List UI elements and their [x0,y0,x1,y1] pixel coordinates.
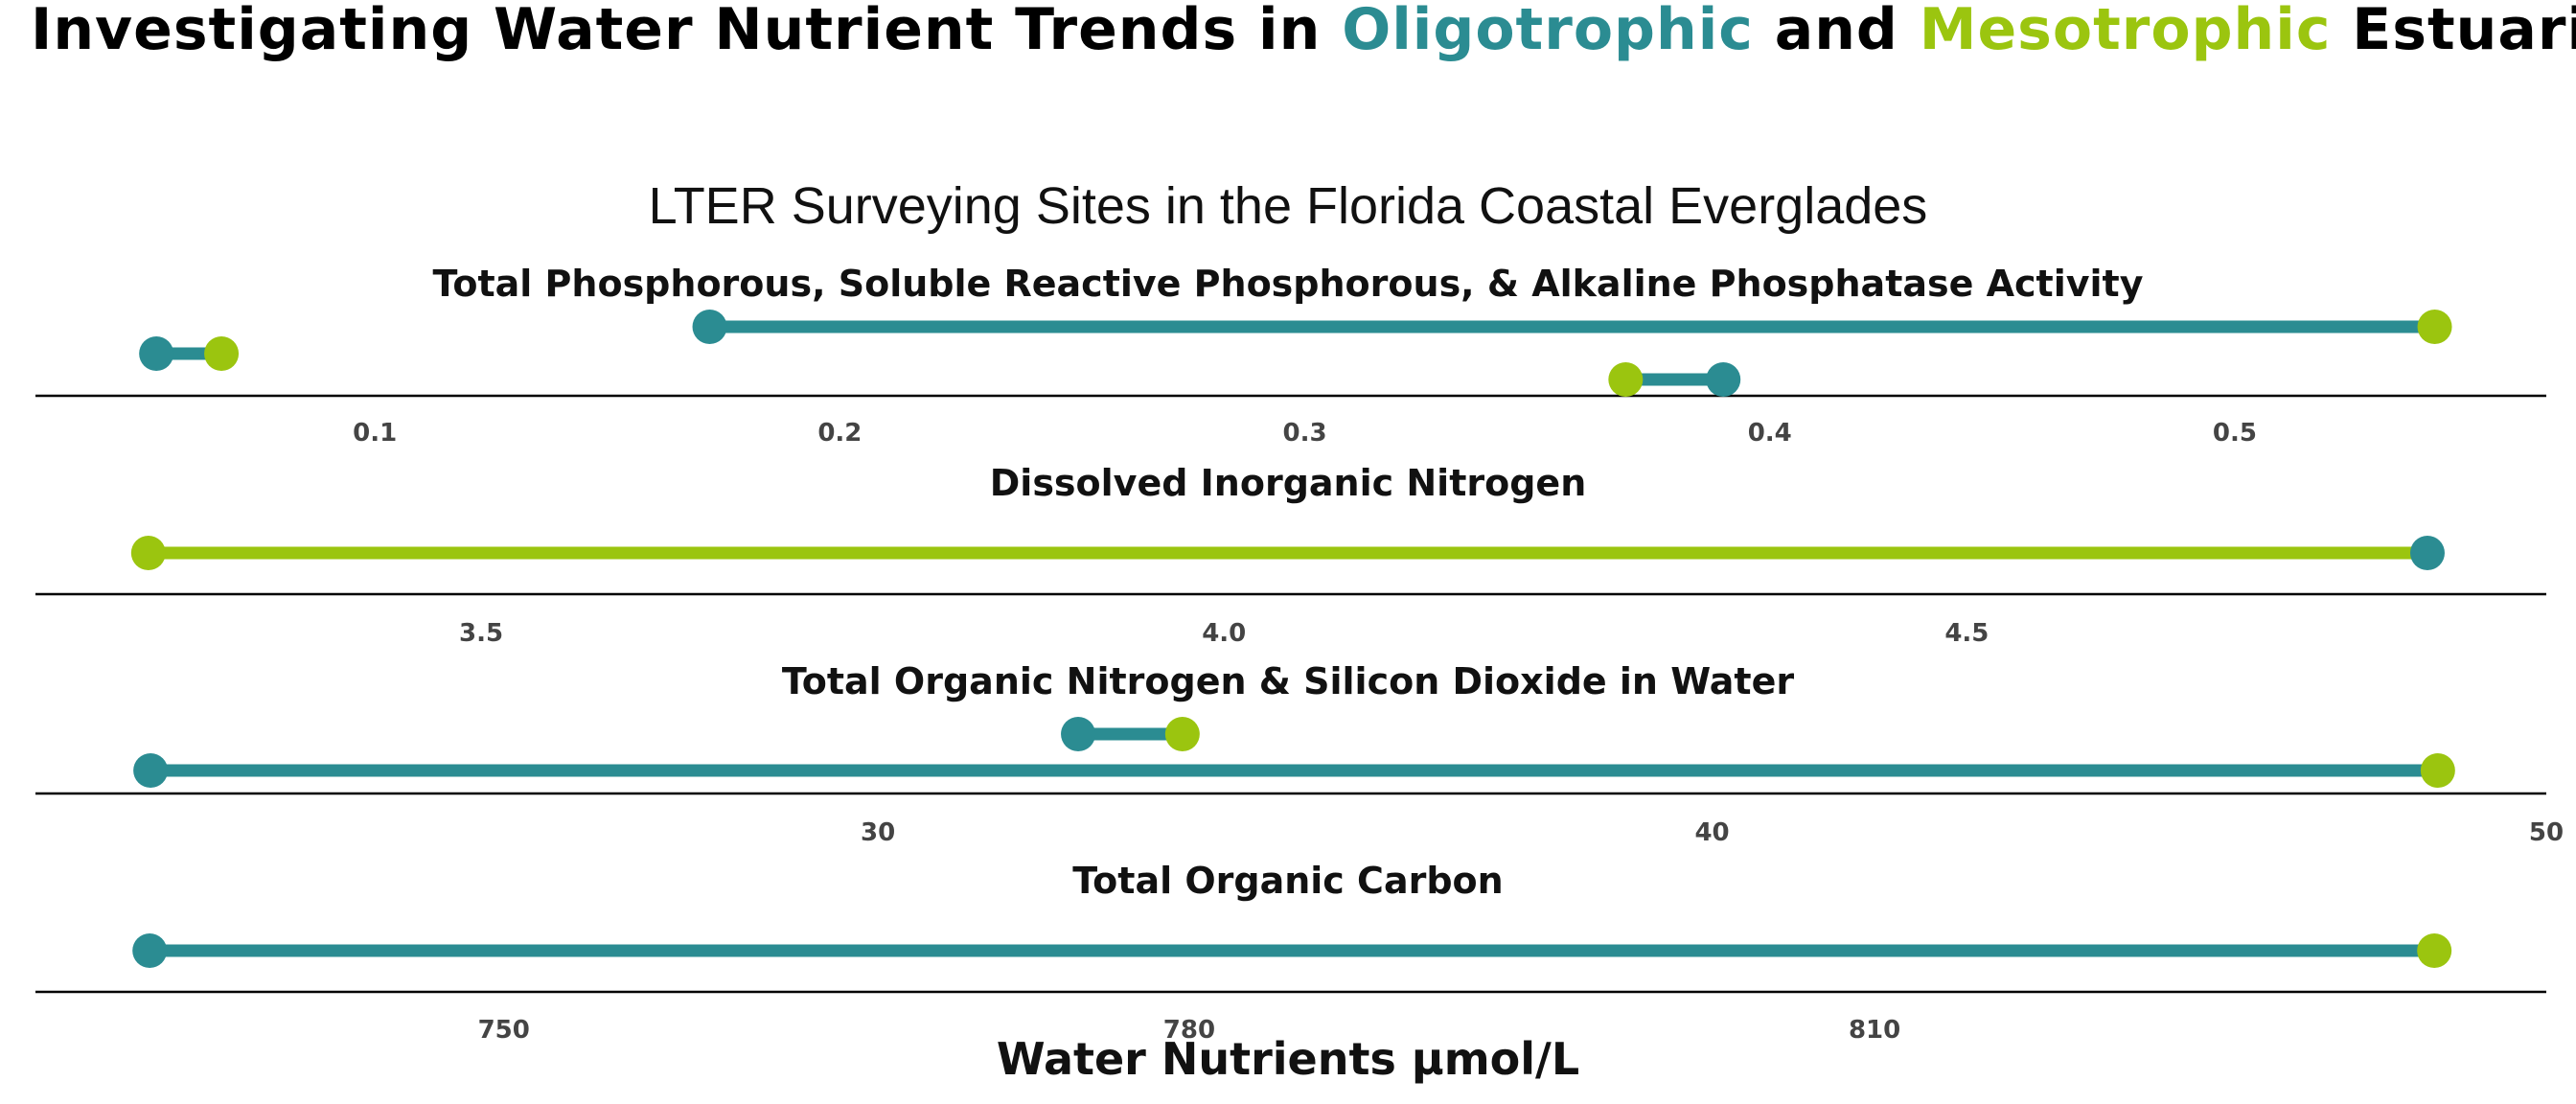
tick-label: 40 [1694,818,1729,847]
oligotrophic-point [1061,717,1096,751]
oligotrophic-point [2409,536,2445,570]
tick-label: 750 [478,1016,530,1045]
tick-label: 810 [1849,1016,1900,1045]
mesotrophic-point [2417,933,2452,968]
panel-title: Total Organic Nitrogen & Silicon Dioxide… [782,660,1794,702]
mesotrophic-point [1164,717,1200,751]
chart-title: Investigating Water Nutrient Trends in O… [31,0,2576,63]
panel-title: Total Phosphorous, Soluble Reactive Phos… [433,263,2144,305]
title-mid: and [1753,0,1920,63]
tick-label: 4.0 [1202,619,1246,648]
tick-label: 0.4 [1748,419,1792,448]
title-prefix: Investigating Water Nutrient Trends in [31,0,1343,63]
tick-label: 30 [861,818,895,847]
chart-subtitle: LTER Surveying Sites in the Florida Coas… [648,177,1928,235]
title-oligotrophic: Oligotrophic [1342,0,1754,63]
tick-label: 0.2 [817,419,862,448]
oligotrophic-point [692,310,727,344]
mesotrophic-point [204,336,240,371]
title-mesotrophic: Mesotrophic [1919,0,2332,63]
tick-label: 4.5 [1944,619,1989,648]
x-axis-label: Water Nutrients µmol/L [997,1033,1579,1085]
tick-label: 3.5 [459,619,503,648]
tick-label: 0.5 [2213,419,2257,448]
tick-label: 0.1 [353,419,397,448]
title-suffix: Estuaries [2352,0,2576,63]
tick-label: 50 [2529,818,2564,847]
mesotrophic-point [1608,362,1644,397]
oligotrophic-point [132,933,168,968]
mesotrophic-point [130,536,166,570]
oligotrophic-point [1706,362,1741,397]
mesotrophic-point [2420,753,2455,788]
tick-label: 780 [1163,1016,1215,1045]
panel-title: Dissolved Inorganic Nitrogen [990,462,1587,504]
mesotrophic-point [2417,310,2452,344]
oligotrophic-point [133,753,169,788]
panel-title: Total Organic Carbon [1072,860,1503,902]
tick-label: 0.3 [1283,419,1327,448]
oligotrophic-point [139,336,174,371]
